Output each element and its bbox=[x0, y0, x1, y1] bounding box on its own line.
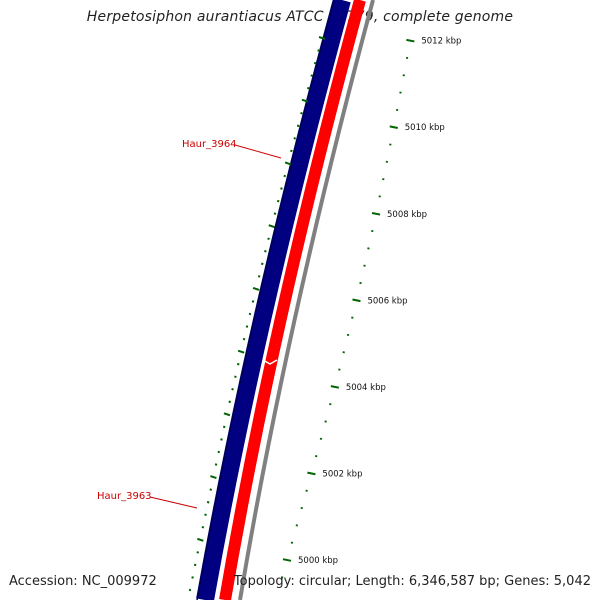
forward-strand-edge bbox=[196, 0, 335, 600]
inner-minor-tick bbox=[217, 450, 221, 454]
inner-major-tick bbox=[268, 224, 276, 229]
genome-summary: Topology: circular; Length: 6,346,587 bp… bbox=[233, 574, 591, 589]
tick-label: 5012 kbp bbox=[421, 37, 461, 47]
inner-major-tick bbox=[318, 36, 326, 40]
inner-minor-tick bbox=[283, 174, 287, 178]
gene-label[interactable]: Haur_3963 bbox=[97, 491, 152, 502]
inner-minor-tick bbox=[209, 488, 213, 491]
inner-minor-tick bbox=[222, 425, 226, 429]
accession-label: Accession: NC_009972 bbox=[9, 574, 157, 589]
inner-minor-tick bbox=[193, 563, 197, 567]
gene-label[interactable]: Haur_3964 bbox=[182, 139, 237, 150]
forward-strand-track bbox=[196, 0, 351, 600]
inner-minor-tick bbox=[313, 61, 317, 65]
inner-minor-tick bbox=[260, 262, 264, 266]
inner-minor-tick bbox=[317, 49, 320, 52]
major-tick bbox=[371, 211, 381, 216]
inner-minor-tick bbox=[293, 137, 297, 140]
strand-tracks bbox=[196, 0, 375, 600]
major-tick bbox=[282, 558, 292, 562]
tick-label: 5000 kbp bbox=[298, 556, 338, 566]
inner-minor-tick bbox=[310, 74, 314, 77]
inner-minor-tick bbox=[245, 325, 249, 328]
inner-minor-tick bbox=[191, 576, 194, 579]
inner-minor-tick bbox=[251, 300, 255, 303]
inner-minor-tick bbox=[231, 388, 234, 391]
inner-major-tick bbox=[284, 161, 292, 166]
gene-leader-line bbox=[149, 496, 198, 509]
inner-minor-tick bbox=[204, 513, 207, 516]
inner-minor-tick bbox=[236, 362, 240, 366]
inner-minor-tick bbox=[234, 375, 237, 378]
outer-tick-marks bbox=[280, 38, 415, 579]
inner-minor-tick bbox=[273, 212, 277, 215]
major-tick bbox=[406, 38, 415, 43]
inner-minor-tick bbox=[267, 237, 270, 240]
inner-minor-tick bbox=[296, 124, 300, 128]
inner-major-tick bbox=[223, 412, 231, 417]
inner-minor-tick bbox=[206, 500, 210, 504]
inner-minor-tick bbox=[188, 588, 192, 592]
backbone-track bbox=[238, 0, 375, 600]
inner-minor-tick bbox=[307, 86, 310, 90]
tick-label: 5006 kbp bbox=[367, 296, 407, 306]
inner-major-tick bbox=[210, 475, 217, 480]
inner-minor-tick bbox=[201, 526, 205, 529]
tick-label: 5008 kbp bbox=[387, 210, 427, 220]
inner-minor-tick bbox=[280, 187, 283, 190]
tick-label: 5004 kbp bbox=[346, 383, 386, 393]
inner-minor-tick bbox=[276, 199, 280, 203]
tick-label: 5002 kbp bbox=[322, 469, 362, 479]
inner-minor-tick bbox=[242, 337, 246, 341]
inner-minor-tick bbox=[196, 551, 200, 554]
reverse-strand-track bbox=[219, 0, 366, 600]
major-tick bbox=[352, 298, 361, 303]
inner-major-tick bbox=[301, 98, 309, 103]
major-tick bbox=[307, 471, 316, 476]
inner-minor-tick bbox=[257, 275, 261, 278]
inner-minor-tick bbox=[214, 463, 218, 466]
tick-labels: 5000 kbp 5002 kbp 5004 kbp 5006 kbp 5008 kbp… bbox=[298, 37, 461, 566]
inner-tick-marks bbox=[188, 36, 326, 592]
major-tick bbox=[389, 125, 398, 129]
inner-major-tick bbox=[252, 286, 260, 291]
gene-leader-line bbox=[234, 144, 282, 159]
tick-label: 5010 kbp bbox=[405, 123, 445, 133]
map-title: Herpetosiphon aurantiacus ATCC 23779, co… bbox=[86, 9, 514, 25]
inner-major-tick bbox=[196, 537, 204, 542]
inner-minor-tick bbox=[264, 250, 267, 253]
inner-minor-tick bbox=[248, 312, 252, 316]
inner-minor-tick bbox=[290, 149, 293, 153]
major-tick bbox=[330, 385, 340, 389]
inner-major-tick bbox=[237, 349, 245, 354]
gene-labels: Haur_3964 Haur_3963 bbox=[97, 139, 282, 509]
inner-minor-tick bbox=[220, 438, 223, 441]
inner-minor-tick bbox=[300, 112, 303, 115]
inner-minor-tick bbox=[228, 400, 232, 404]
gene-boundary-marker bbox=[262, 359, 278, 365]
